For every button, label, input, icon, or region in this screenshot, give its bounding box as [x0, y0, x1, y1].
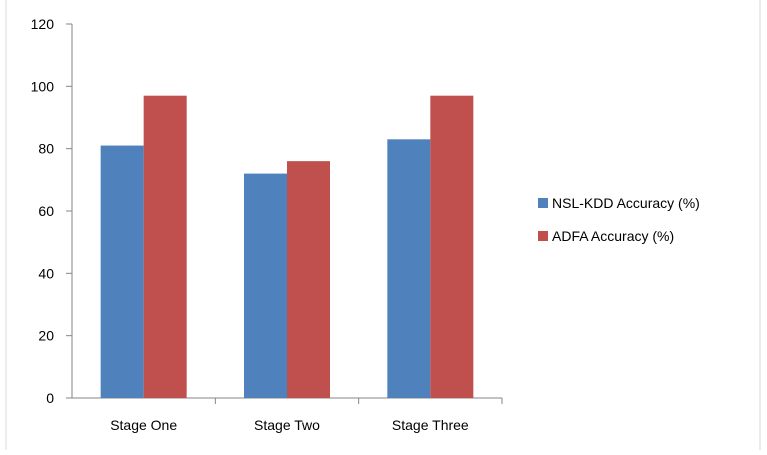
bar-adfa-2 [430, 95, 474, 398]
y-tick-label: 20 [38, 328, 54, 344]
bar-nsl-kdd-1 [244, 173, 287, 398]
y-tick-label: 120 [31, 16, 55, 32]
bar-adfa-1 [287, 161, 330, 398]
x-tick-label: Stage Three [392, 417, 469, 433]
legend-label: NSL-KDD Accuracy (%) [552, 195, 700, 211]
y-tick-label: 100 [31, 78, 55, 94]
y-tick-label: 0 [46, 390, 54, 406]
y-tick-label: 80 [38, 141, 54, 157]
legend: NSL-KDD Accuracy (%) ADFA Accuracy (%) [538, 195, 700, 244]
y-tick-label: 40 [38, 265, 54, 281]
legend-swatch [538, 198, 548, 208]
y-tick-label: 60 [38, 203, 54, 219]
bar-adfa-0 [143, 95, 187, 398]
x-tick-label: Stage Two [254, 417, 320, 433]
plot-area: 0 20 40 60 80 100 120 Stage One Stage Two Stage T… [31, 16, 503, 433]
legend-label: ADFA Accuracy (%) [552, 228, 674, 244]
bar-nsl-kdd-0 [100, 145, 144, 398]
bar-nsl-kdd-2 [387, 139, 431, 399]
legend-swatch [538, 231, 548, 241]
x-tick-label: Stage One [110, 417, 177, 433]
